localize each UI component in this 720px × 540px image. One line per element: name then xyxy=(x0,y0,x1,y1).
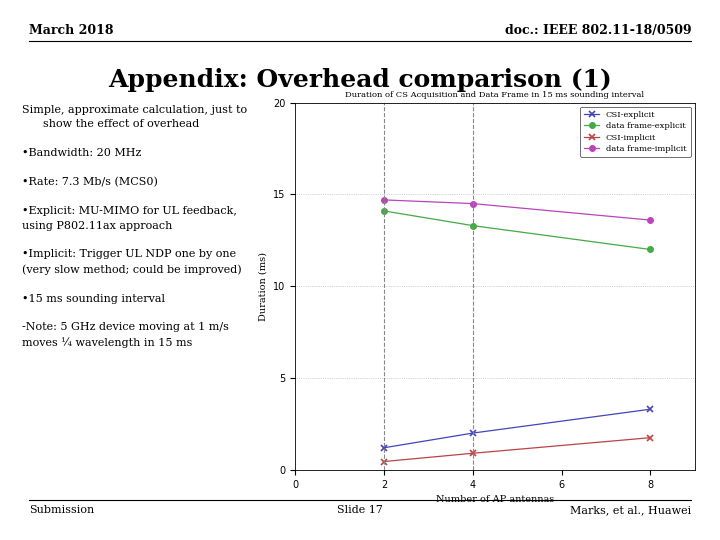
Y-axis label: Duration (ms): Duration (ms) xyxy=(258,252,268,321)
data frame-explicit xyxy=(469,222,477,229)
Line: CSI-explicit: CSI-explicit xyxy=(381,406,654,451)
data frame-implicit xyxy=(469,200,477,207)
Text: Simple, approximate calculation, just to
      show the effect of overhead

•Ban: Simple, approximate calculation, just to… xyxy=(22,105,247,348)
CSI-explicit xyxy=(379,444,388,451)
CSI-implicit xyxy=(646,434,654,441)
Text: Submission: Submission xyxy=(29,505,94,515)
data frame-explicit xyxy=(646,246,654,253)
Text: March 2018: March 2018 xyxy=(29,24,113,37)
X-axis label: Number of AP antennas: Number of AP antennas xyxy=(436,495,554,504)
data frame-implicit xyxy=(646,217,654,224)
Title: Duration of CS Acquisition and Data Frame in 15 ms sounding interval: Duration of CS Acquisition and Data Fram… xyxy=(346,91,644,99)
data frame-implicit xyxy=(379,197,388,203)
Text: Slide 17: Slide 17 xyxy=(337,505,383,515)
Text: doc.: IEEE 802.11-18/0509: doc.: IEEE 802.11-18/0509 xyxy=(505,24,691,37)
CSI-implicit xyxy=(469,450,477,456)
Line: CSI-implicit: CSI-implicit xyxy=(381,434,654,465)
Legend: CSI-explicit, data frame-explicit, CSI-implicit, data frame-implicit: CSI-explicit, data frame-explicit, CSI-i… xyxy=(580,107,690,157)
CSI-explicit xyxy=(469,430,477,436)
Text: Appendix: Overhead comparison (1): Appendix: Overhead comparison (1) xyxy=(108,68,612,91)
Line: data frame-implicit: data frame-implicit xyxy=(381,197,653,223)
Line: data frame-explicit: data frame-explicit xyxy=(381,208,653,252)
data frame-explicit xyxy=(379,208,388,214)
CSI-implicit xyxy=(379,458,388,465)
Text: Marks, et al., Huawei: Marks, et al., Huawei xyxy=(570,505,691,515)
CSI-explicit xyxy=(646,406,654,413)
